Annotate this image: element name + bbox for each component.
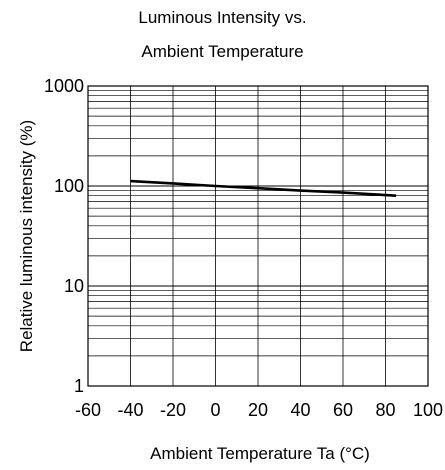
x-tick-label: -60 <box>75 400 101 420</box>
x-axis: -60 -40 -20 0 20 40 60 80 100 <box>75 400 443 420</box>
x-tick-label: 100 <box>413 400 443 420</box>
y-tick-label: 1 <box>74 376 84 396</box>
x-tick-label: -40 <box>117 400 143 420</box>
x-tick-label: 20 <box>248 400 268 420</box>
y-tick-label: 1000 <box>44 76 84 96</box>
y-axis: 1 10 100 1000 <box>44 76 84 396</box>
series-line <box>130 179 397 197</box>
x-axis-label: Ambient Temperature Ta (°C) <box>150 444 370 463</box>
x-tick-label: 80 <box>375 400 395 420</box>
series-layer <box>130 179 397 197</box>
x-tick-label: 40 <box>290 400 310 420</box>
y-axis-label: Relative luminous intensity (%) <box>17 119 36 353</box>
x-tick-label: -20 <box>160 400 186 420</box>
x-tick-label: 0 <box>210 400 220 420</box>
grid <box>87 86 429 387</box>
plot-frame <box>87 85 429 387</box>
y-tick-label: 10 <box>64 276 84 296</box>
y-tick-label: 100 <box>54 176 84 196</box>
chart-title-line-1: Luminous Intensity vs. <box>138 8 307 27</box>
chart-title-line-2: Ambient Temperature <box>141 42 304 61</box>
x-tick-label: 60 <box>333 400 353 420</box>
